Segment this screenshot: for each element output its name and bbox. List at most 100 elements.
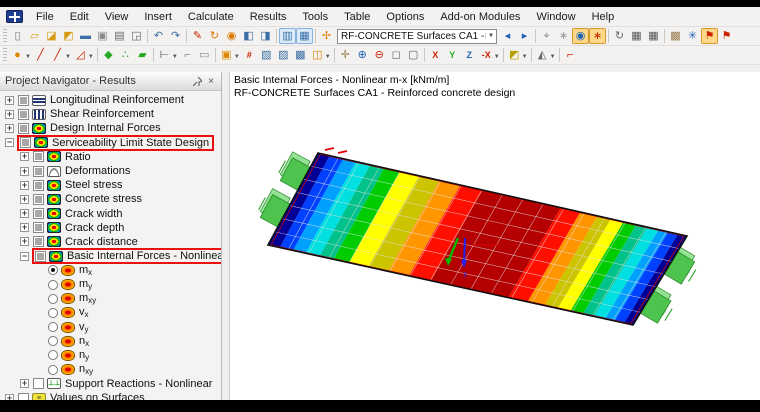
isometric-view-icon[interactable]: ◻ bbox=[391, 49, 401, 61]
tree-item-crack-width[interactable]: + Crack width bbox=[2, 207, 221, 221]
menu-item-add-on-modules[interactable]: Add-on Modules bbox=[440, 10, 521, 23]
radio[interactable] bbox=[48, 293, 58, 304]
view-z-icon[interactable]: Z bbox=[466, 50, 472, 60]
tree-item-mxy[interactable]: mxy bbox=[2, 292, 221, 306]
menu-item-edit[interactable]: Edit bbox=[69, 10, 89, 23]
checkbox[interactable] bbox=[33, 222, 44, 234]
undo-icon[interactable]: ↶ bbox=[153, 30, 164, 42]
result-values-icon[interactable]: ∗ bbox=[558, 30, 569, 42]
copy-object-icon[interactable]: ▣ bbox=[221, 49, 232, 61]
renumber-icon[interactable]: # bbox=[246, 50, 252, 60]
menu-item-tools[interactable]: Tools bbox=[302, 10, 329, 23]
checkbox[interactable] bbox=[18, 94, 29, 106]
tree-item-concrete-stress[interactable]: + Concrete stress bbox=[2, 192, 221, 206]
menu-item-results[interactable]: Results bbox=[249, 10, 287, 23]
tree-item-longitudinal-reinforcement[interactable]: + Longitudinal Reinforcement bbox=[2, 93, 221, 107]
new-window-icon[interactable]: ◧ bbox=[243, 30, 254, 42]
tree-item-ratio[interactable]: + Ratio bbox=[2, 150, 221, 164]
tree-item-shear-reinforcement[interactable]: + Shear Reinforcement bbox=[2, 107, 221, 121]
visibility-icon[interactable]: ◭ bbox=[537, 49, 547, 61]
arrange-window-icon[interactable]: ◨ bbox=[260, 30, 271, 42]
menu-item-calculate[interactable]: Calculate bbox=[187, 10, 234, 23]
tree-item-basic-internal-forces-nonlinear[interactable]: − Basic Internal Forces - Nonlinear bbox=[2, 248, 221, 265]
work-plane-icon[interactable]: ◩ bbox=[508, 49, 520, 61]
module-case-select[interactable]: RF-CONCRETE Surfaces CA1 - Reinforc▼ bbox=[337, 28, 497, 44]
checkbox[interactable] bbox=[33, 193, 44, 205]
expand-icon[interactable]: + bbox=[20, 165, 29, 176]
chevron-down-icon[interactable]: ▼ bbox=[485, 33, 496, 39]
mesh-settings-icon[interactable]: ✳ bbox=[687, 30, 698, 42]
zoom-in-icon[interactable]: ⊕ bbox=[357, 49, 367, 61]
rotate-model-icon[interactable]: ↻ bbox=[614, 30, 625, 42]
rendering-icon[interactable]: ✢ bbox=[321, 30, 332, 42]
expand-icon[interactable]: + bbox=[20, 193, 29, 204]
menu-item-table[interactable]: Table bbox=[344, 10, 371, 23]
regenerate-model-icon[interactable]: ↻ bbox=[209, 30, 220, 42]
checkbox[interactable] bbox=[33, 165, 44, 177]
section-frame-icon[interactable]: ▭ bbox=[199, 49, 210, 61]
checkbox[interactable] bbox=[33, 179, 44, 191]
new-document-icon[interactable]: ▯ bbox=[14, 30, 21, 42]
view-y-icon[interactable]: Y bbox=[449, 50, 456, 60]
checkbox[interactable] bbox=[20, 137, 31, 149]
save-icon[interactable]: ▬ bbox=[80, 30, 91, 42]
tree-item-vx[interactable]: vx bbox=[2, 306, 221, 320]
show-values-icon[interactable]: ∗ bbox=[589, 28, 606, 44]
load-cases-icon[interactable]: ⚑ bbox=[721, 30, 732, 42]
menu-item-insert[interactable]: Insert bbox=[144, 10, 172, 23]
menu-item-options[interactable]: Options bbox=[386, 10, 425, 23]
expand-icon[interactable]: + bbox=[20, 208, 29, 219]
tree-item-crack-depth[interactable]: + Crack depth bbox=[2, 221, 221, 235]
table-layout-icon[interactable]: ▦ bbox=[296, 28, 313, 44]
checkbox[interactable] bbox=[18, 122, 29, 134]
radio-selected[interactable] bbox=[48, 265, 58, 276]
expand-icon[interactable]: + bbox=[20, 236, 29, 247]
select-tool-icon[interactable]: ▧ bbox=[261, 49, 272, 61]
import-model-icon[interactable]: ◪ bbox=[46, 30, 57, 42]
show-tables-icon[interactable]: ▥ bbox=[279, 28, 296, 44]
tree-item-support-reactions-nonlinear[interactable]: + ⊥⊥ Support Reactions - Nonlinear bbox=[2, 377, 221, 391]
calculation-params-icon[interactable]: ▦ bbox=[648, 30, 659, 42]
checkbox[interactable] bbox=[33, 208, 44, 220]
zoom-out-icon[interactable]: ⊖ bbox=[374, 49, 384, 61]
calculation-table-icon[interactable]: ▦ bbox=[631, 30, 642, 42]
print-preview-icon[interactable]: ◲ bbox=[131, 30, 142, 42]
nodes-generate-icon[interactable]: ∴ bbox=[121, 49, 129, 61]
center-view-icon[interactable]: ◉ bbox=[226, 30, 237, 42]
menu-item-help[interactable]: Help bbox=[591, 10, 615, 23]
tree-item-my[interactable]: my bbox=[2, 277, 221, 291]
tree-item-serviceability-limit-state-design[interactable]: − Serviceability Limit State Design bbox=[2, 134, 221, 151]
expand-icon[interactable]: + bbox=[5, 122, 14, 133]
surface-tool-icon[interactable]: ◆ bbox=[104, 49, 113, 61]
tree-item-steel-stress[interactable]: + Steel stress bbox=[2, 178, 221, 192]
radio[interactable] bbox=[48, 364, 58, 375]
dimension-tool-icon[interactable]: ⊢ bbox=[159, 49, 170, 61]
pin-icon[interactable] bbox=[190, 74, 204, 88]
radio[interactable] bbox=[48, 350, 58, 361]
expand-icon[interactable]: + bbox=[5, 94, 14, 105]
node-tool-icon[interactable]: ● bbox=[14, 49, 21, 61]
open-project-icon[interactable]: ▱ bbox=[30, 30, 39, 42]
tree-item-nx[interactable]: nx bbox=[2, 334, 221, 348]
save-block-dropdown-icon[interactable]: ▼ bbox=[324, 54, 331, 60]
checkbox[interactable] bbox=[33, 151, 44, 163]
graphics-viewport[interactable]: Basic Internal Forces - Nonlinear m-x [k… bbox=[229, 72, 760, 407]
block-library-icon[interactable]: ▩ bbox=[295, 49, 306, 61]
radio[interactable] bbox=[48, 336, 58, 347]
tree-item-design-internal-forces[interactable]: + Design Internal Forces bbox=[2, 121, 221, 135]
copy-object-dropdown-icon[interactable]: ▼ bbox=[233, 54, 240, 60]
solid-tool-icon[interactable]: ▰ bbox=[138, 49, 147, 61]
collapse-icon[interactable]: − bbox=[20, 250, 29, 261]
radio[interactable] bbox=[48, 307, 58, 318]
close-icon[interactable]: × bbox=[208, 75, 214, 87]
print-icon[interactable]: ▤ bbox=[114, 30, 125, 42]
expand-icon[interactable]: + bbox=[5, 108, 14, 119]
tree-item-mx[interactable]: mx bbox=[2, 263, 221, 277]
node-tool-dropdown-icon[interactable]: ▼ bbox=[25, 54, 31, 60]
polyline-tool-icon[interactable]: ◿ bbox=[76, 49, 85, 61]
work-plane-dropdown-icon[interactable]: ▼ bbox=[521, 54, 528, 60]
fe-mesh-icon[interactable]: ▩ bbox=[670, 30, 681, 42]
checkbox[interactable] bbox=[33, 378, 44, 390]
export-model-icon[interactable]: ◩ bbox=[63, 30, 74, 42]
line-tool-icon[interactable]: ╱ bbox=[37, 49, 44, 61]
